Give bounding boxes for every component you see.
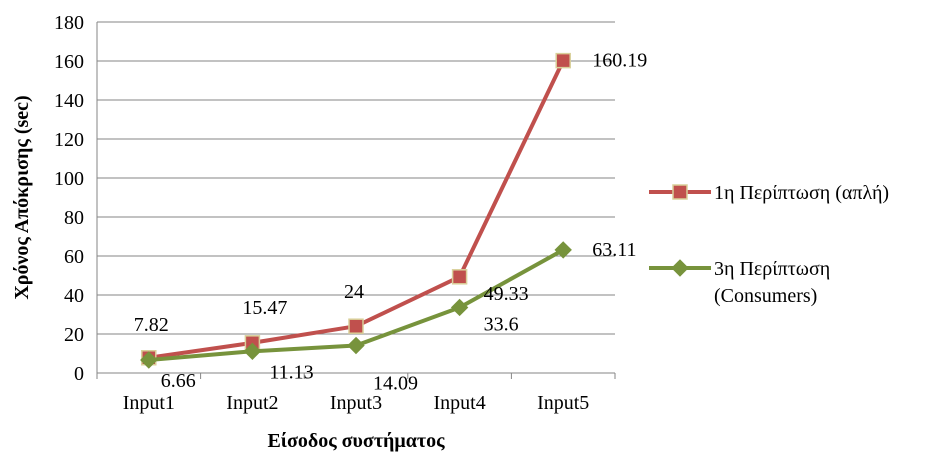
- x-tick-label: Input3: [330, 392, 382, 414]
- data-label: 15.47: [242, 297, 287, 319]
- y-tick-label: 40: [64, 285, 84, 307]
- legend-item-1: 1η Περίπτωση (απλή): [649, 182, 889, 204]
- y-tick-label: 120: [54, 129, 84, 151]
- data-labels: 7.82 15.47 24 49.33 160.19 6.66 11.13 14.09 33.6…: [134, 50, 647, 395]
- y-tick-label: 180: [54, 12, 84, 34]
- x-tick-label: Input5: [537, 392, 589, 414]
- data-point: [554, 241, 572, 259]
- legend-item-2: 3η Περίπτωση (Consumers): [649, 258, 830, 307]
- data-label: 6.66: [161, 370, 196, 392]
- axes: [96, 22, 615, 374]
- data-label: 160.19: [592, 50, 647, 72]
- data-label: 7.82: [134, 314, 169, 336]
- gridlines: [97, 21, 615, 335]
- data-point: [555, 52, 571, 69]
- data-label: 11.13: [269, 361, 313, 383]
- data-label: 63.11: [592, 239, 636, 261]
- data-point: [140, 351, 158, 369]
- data-point: [450, 298, 469, 317]
- data-point: [348, 318, 364, 334]
- y-axis-title: Χρόνος Απόκρισης (sec): [11, 95, 33, 299]
- legend-label: 1η Περίπτωση (απλή): [714, 182, 889, 204]
- y-tick-labels: 0 20 40 60 80 100 120 140 160 180: [54, 12, 84, 385]
- y-tick-label: 20: [64, 324, 84, 346]
- x-tick-label: Input4: [433, 392, 485, 414]
- legend: 1η Περίπτωση (απλή) 3η Περίπτωση (Consumer…: [649, 182, 889, 307]
- x-tick-label: Input1: [123, 392, 175, 414]
- x-tick-label: Input2: [226, 392, 278, 414]
- data-label: 33.6: [484, 313, 519, 335]
- data-point: [243, 342, 262, 361]
- y-tick-label: 160: [54, 51, 84, 73]
- legend-label: 3η Περίπτωση (Consumers): [714, 258, 830, 307]
- data-label: 49.33: [484, 283, 529, 305]
- y-tick-label: 80: [64, 207, 84, 229]
- data-label: 24: [344, 281, 364, 303]
- data-point: [347, 336, 365, 355]
- y-tick-label: 0: [74, 363, 84, 385]
- data-point: [451, 269, 468, 285]
- y-tick-label: 140: [54, 90, 84, 112]
- x-axis-title: Είσοδος συστήματος: [267, 430, 445, 452]
- series-2: [140, 241, 572, 369]
- y-tick-label: 60: [64, 246, 84, 268]
- legend-swatch-marker: [672, 184, 688, 200]
- x-tick-labels: Input1 Input2 Input3 Input4 Input5: [96, 373, 616, 414]
- y-tick-label: 100: [54, 168, 84, 190]
- series-group: [140, 52, 572, 369]
- data-label: 14.09: [373, 373, 418, 395]
- legend-swatch-marker: [671, 259, 689, 277]
